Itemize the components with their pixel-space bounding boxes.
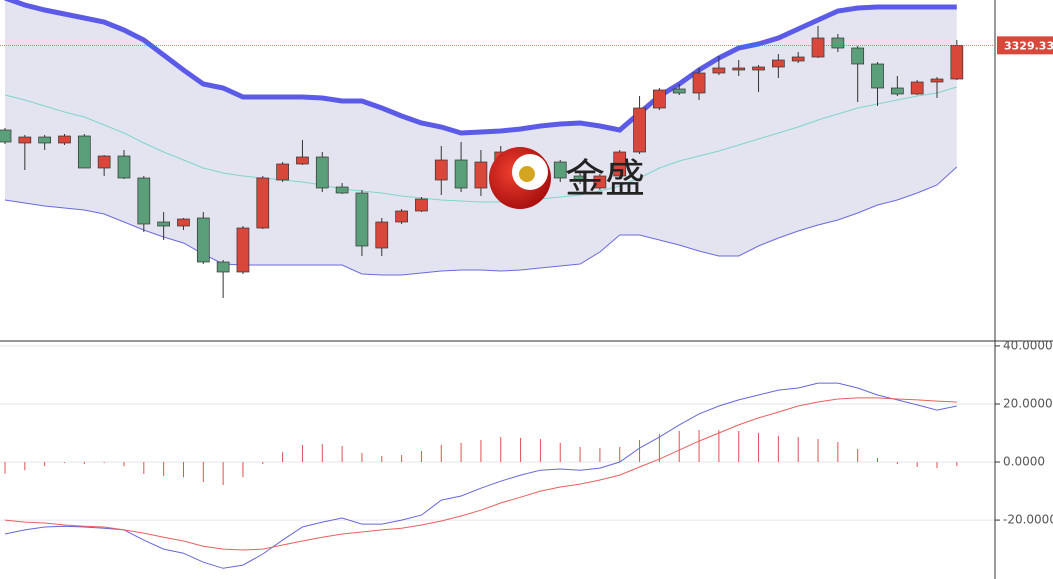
last-price-label: 3329.33 xyxy=(1004,39,1053,52)
macd-line xyxy=(4,397,957,551)
candle-body xyxy=(692,72,706,94)
candle-body xyxy=(434,159,448,181)
candle-body xyxy=(216,261,230,273)
candle-body xyxy=(712,67,726,74)
candle-body xyxy=(0,129,12,143)
candle-body xyxy=(474,161,488,189)
candle-body xyxy=(633,107,646,153)
y-tick-label: 0.0000 xyxy=(1003,455,1045,469)
watermark-logo: 金盛 xyxy=(489,147,645,209)
y-tick-label: 40.0000 xyxy=(1003,338,1053,352)
candle-body xyxy=(196,217,210,263)
candle-body xyxy=(415,198,428,212)
candle-body xyxy=(375,221,389,249)
candle-body xyxy=(296,156,309,165)
candle-body xyxy=(772,59,785,68)
candle-body xyxy=(613,151,627,177)
candle-body xyxy=(97,155,111,169)
candle-body xyxy=(752,66,765,71)
candle-body xyxy=(355,192,369,247)
candle-body xyxy=(851,47,865,65)
candle-body xyxy=(653,89,666,109)
candle-body xyxy=(117,155,131,179)
candle-body xyxy=(553,161,567,179)
candle-body xyxy=(573,175,587,181)
candle-body xyxy=(454,159,468,189)
band-line xyxy=(4,86,957,203)
candle-body xyxy=(38,136,52,144)
candle-body xyxy=(811,37,825,58)
candle-body xyxy=(315,156,329,189)
candle-body xyxy=(672,88,686,94)
candle-body xyxy=(18,136,32,144)
candle-body xyxy=(236,227,250,273)
price-panel xyxy=(0,0,964,298)
logo-coin xyxy=(519,166,535,182)
candle-body xyxy=(256,177,270,229)
last-price-box xyxy=(997,36,1053,55)
candle-body xyxy=(276,163,289,181)
candle-body xyxy=(890,87,904,95)
candle-body xyxy=(910,81,924,95)
candle-body xyxy=(157,221,170,227)
watermark-text: 金盛 xyxy=(565,156,645,202)
candle-body xyxy=(335,186,349,194)
candle-body xyxy=(395,210,408,223)
macd-panel xyxy=(0,345,995,569)
candle-body xyxy=(791,56,805,62)
candle-body xyxy=(930,78,944,83)
candle-body xyxy=(77,135,91,169)
candle-body xyxy=(950,44,964,80)
y-tick-label: -20.0000 xyxy=(1003,513,1053,527)
macd-line xyxy=(4,382,957,569)
band-line xyxy=(4,0,957,136)
candle-body xyxy=(177,218,190,227)
candle-body xyxy=(58,135,71,144)
candle-body xyxy=(137,177,151,225)
candle-body xyxy=(593,175,607,189)
candle-body xyxy=(831,37,845,49)
y-tick-label: 20.0000 xyxy=(1003,396,1053,410)
candle-body xyxy=(732,67,746,71)
candle-body xyxy=(871,63,884,89)
axes: 3329.33 40.0000 20.0000 0.0000 -20.0000 xyxy=(0,36,1053,527)
